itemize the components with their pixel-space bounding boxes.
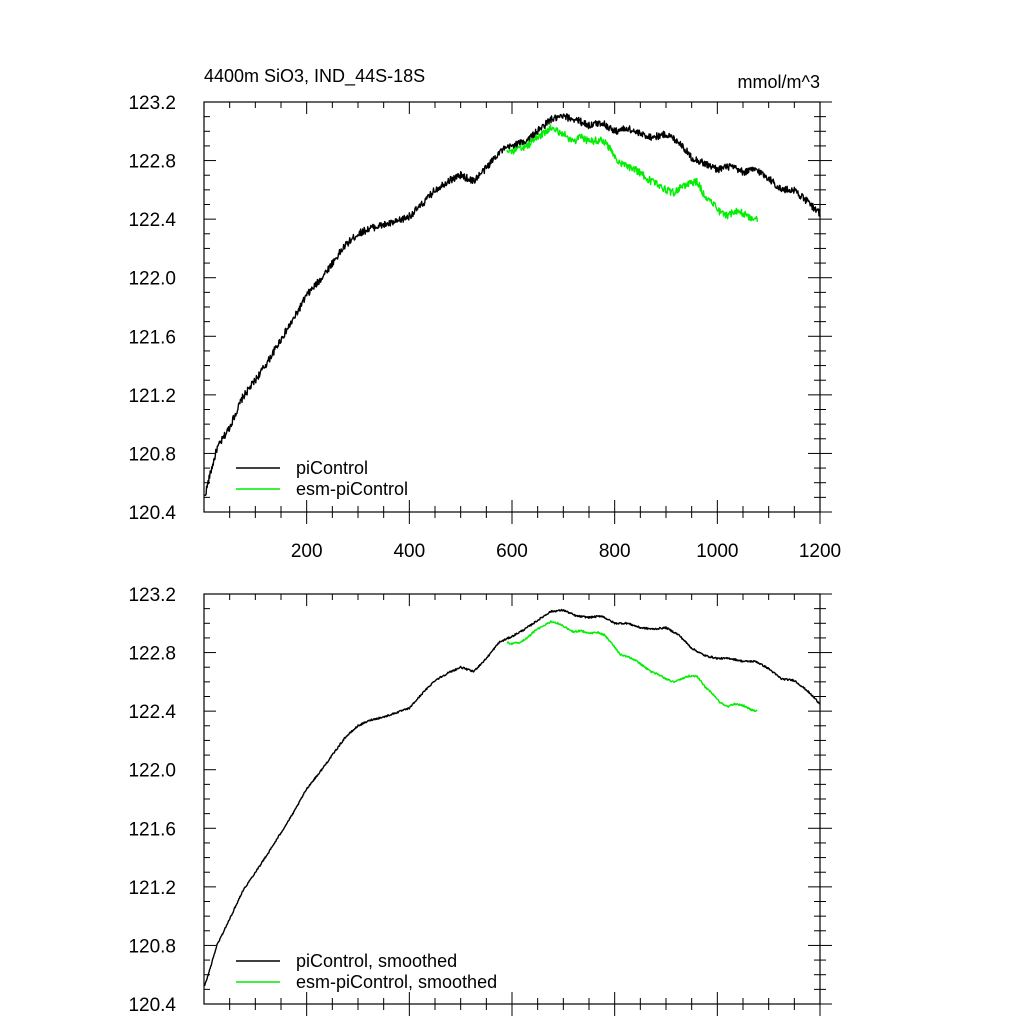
y-tick-label: 121.2 <box>128 386 176 407</box>
x-tick-label: 800 <box>599 541 631 562</box>
x-tick-label: 400 <box>393 541 425 562</box>
y-tick-label: 123.2 <box>128 585 176 606</box>
y-tick-label: 121.6 <box>128 819 176 840</box>
y-tick-label: 122.0 <box>128 761 176 782</box>
y-tick-label: 120.8 <box>128 936 176 957</box>
y-tick-label: 122.8 <box>128 644 176 665</box>
bottom-panel: 120.4 120.8 121.2 121.6 122.0 122.4 122.8 123.2… <box>128 585 832 1016</box>
y-tick-label: 122.0 <box>128 269 176 290</box>
legend-label: piControl, smoothed <box>296 951 457 971</box>
y-tick-label: 120.8 <box>128 444 176 465</box>
series-line-esm-picontrol <box>506 124 759 222</box>
plot-frame <box>203 593 821 1005</box>
legend-label: esm-piControl <box>296 479 408 499</box>
y-tick-label: 122.8 <box>128 152 176 173</box>
y-tick-label: 121.2 <box>128 878 176 899</box>
legend-label: piControl <box>296 458 368 478</box>
x-tick-label: 1000 <box>696 541 738 562</box>
y-tick-label: 121.6 <box>128 327 176 348</box>
y-tick-label: 122.4 <box>128 210 176 231</box>
plot-frame <box>203 101 821 513</box>
y-tick-label: 120.4 <box>128 995 176 1016</box>
y-tick-label: 120.4 <box>128 503 176 524</box>
x-tick-label: 200 <box>291 541 323 562</box>
x-tick-label: 600 <box>496 541 528 562</box>
chart-units: mmol/m^3 <box>738 72 820 92</box>
series-line-picontrol-smoothed <box>203 608 821 987</box>
x-tick-label: 1200 <box>799 541 841 562</box>
y-tick-label: 122.4 <box>128 702 176 723</box>
series-line-esm-picontrol-smoothed <box>506 620 758 713</box>
chart-title: 4400m SiO3, IND_44S-18S <box>204 66 425 87</box>
series-line-picontrol <box>204 113 821 497</box>
top-panel: 200 400 600 800 1000 1200 120.4 120.8 121.2 121.6… <box>128 93 841 562</box>
legend-label: esm-piControl, smoothed <box>296 972 497 992</box>
y-tick-label: 123.2 <box>128 93 176 114</box>
